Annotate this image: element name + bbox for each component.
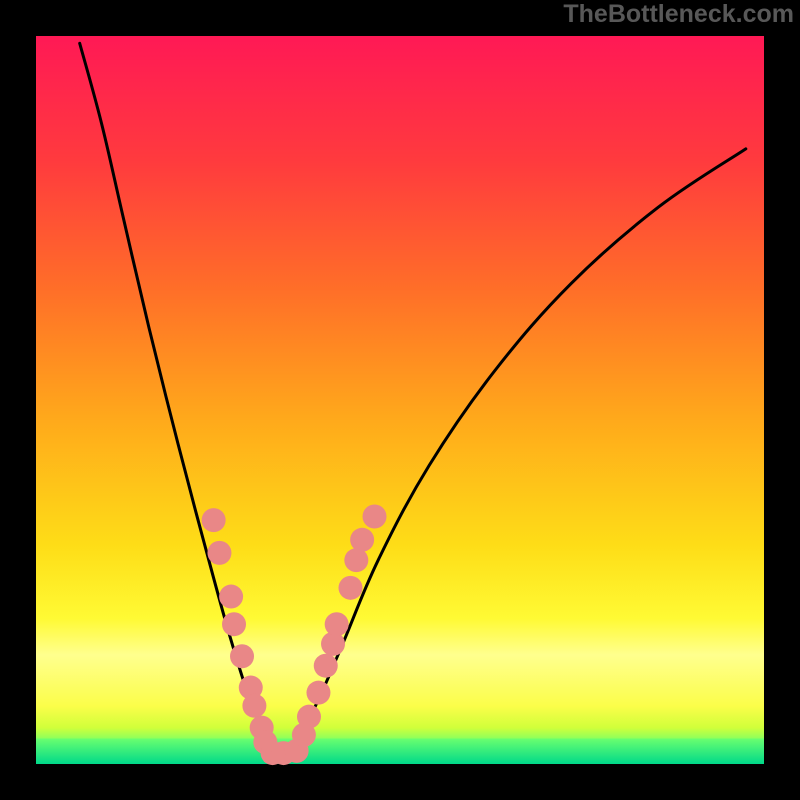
data-marker (338, 576, 362, 600)
attribution-text: TheBottleneck.com (563, 0, 794, 29)
data-marker (297, 705, 321, 729)
data-marker (202, 508, 226, 532)
chart-svg (0, 0, 800, 800)
data-marker (314, 654, 338, 678)
data-marker (344, 548, 368, 572)
data-marker (242, 694, 266, 718)
data-marker (350, 528, 374, 552)
data-marker (222, 612, 246, 636)
chart-wrapper: TheBottleneck.com (0, 0, 800, 800)
data-marker (230, 644, 254, 668)
data-marker (306, 681, 330, 705)
data-marker (363, 504, 387, 528)
data-marker (207, 541, 231, 565)
data-marker (219, 585, 243, 609)
data-marker (325, 612, 349, 636)
